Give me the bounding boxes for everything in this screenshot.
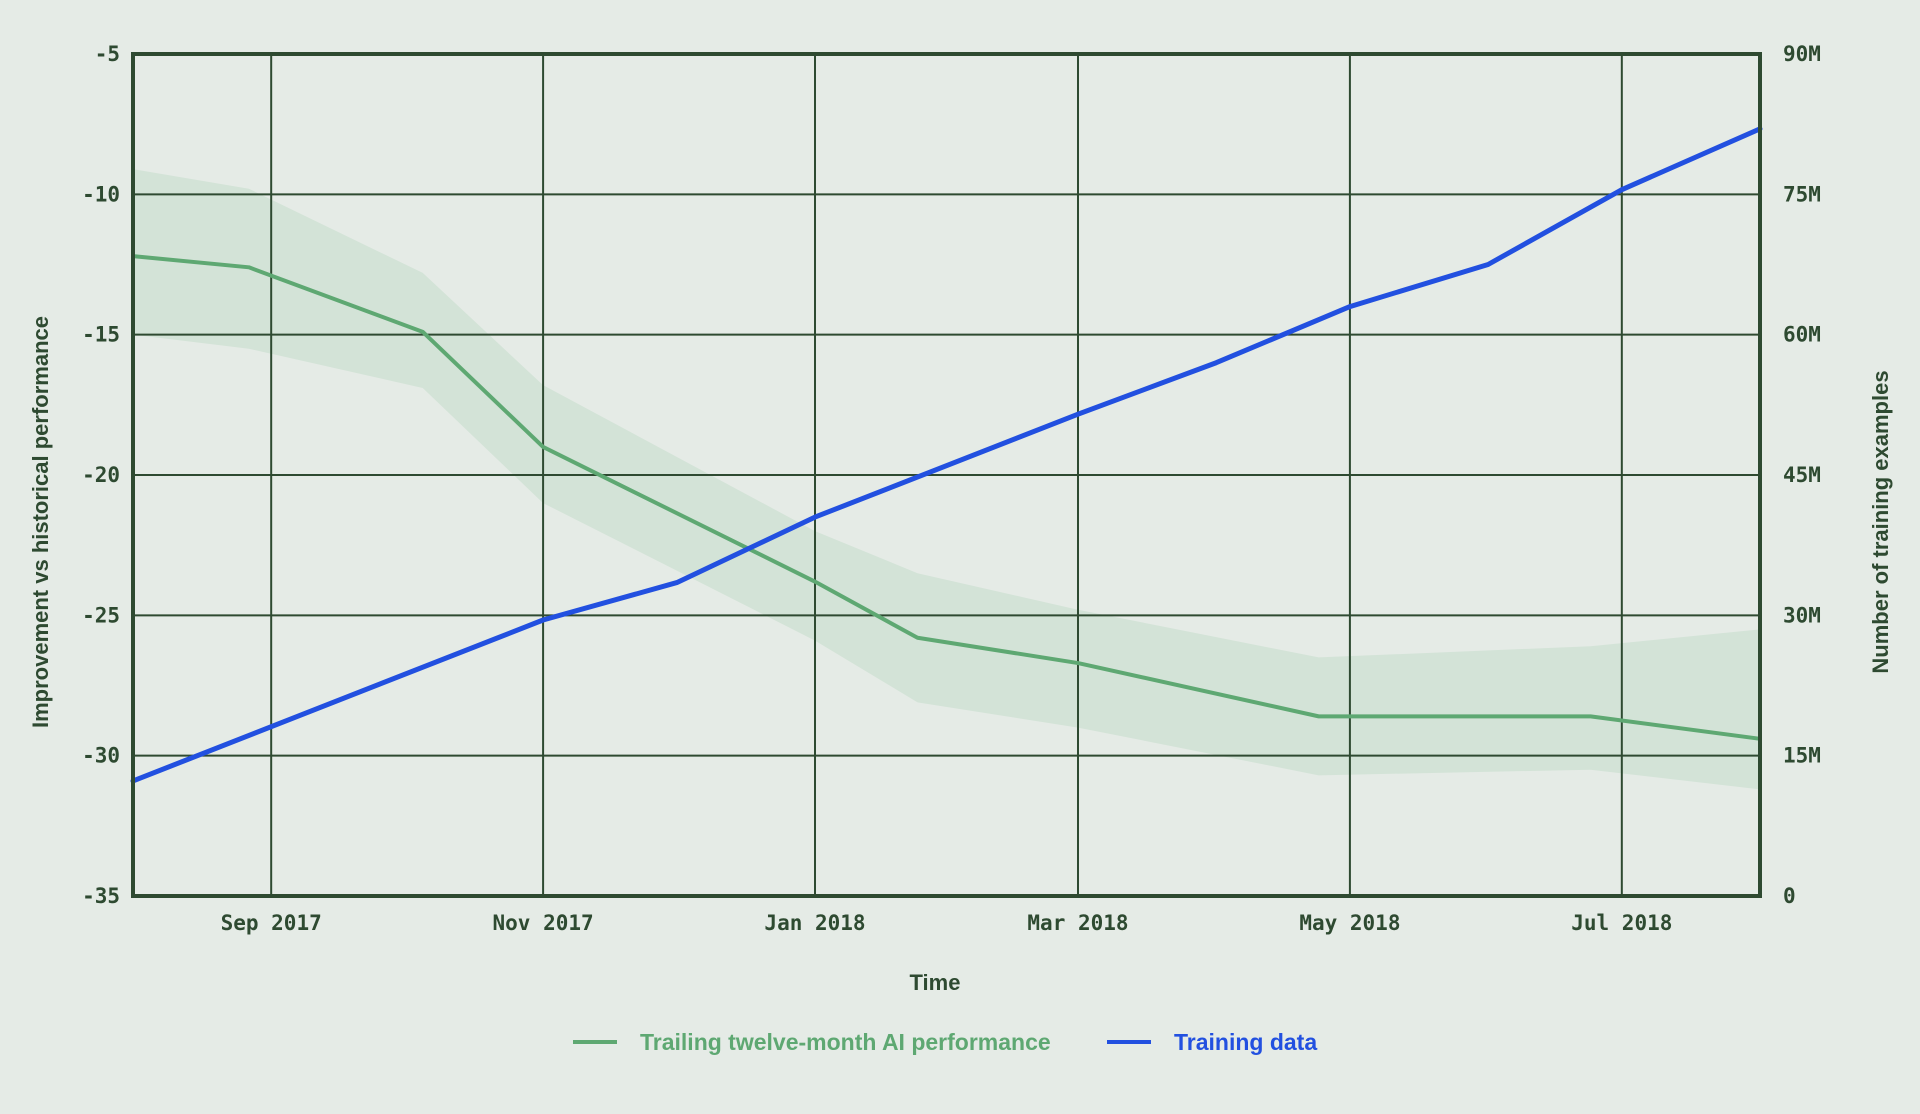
y-right-tick-label: 90M	[1783, 42, 1821, 66]
y-left-tick-label: -15	[82, 323, 120, 347]
x-tick-label: Jan 2018	[764, 911, 865, 935]
x-tick-label: Jul 2018	[1571, 911, 1672, 935]
y-left-tick-label: -5	[95, 42, 120, 66]
x-tick-label: May 2018	[1299, 911, 1400, 935]
legend-label-performance: Trailing twelve-month AI performance	[640, 1029, 1051, 1055]
legend-label-training: Training data	[1174, 1029, 1317, 1055]
y-right-tick-label: 15M	[1783, 744, 1821, 768]
x-tick-label: Mar 2018	[1027, 911, 1128, 935]
y-right-tick-label: 0	[1783, 884, 1796, 908]
ticks-layer: -5 -10 -15 -20 -25 -30 -35 90M 75M 60M 45M 30M 15M 0 S…	[82, 42, 1821, 935]
performance-confidence-band	[133, 169, 1760, 790]
performance-line	[131, 254, 1762, 741]
y-left-tick-label: -35	[82, 884, 120, 908]
plot-frame	[131, 52, 1762, 898]
x-tick-label: Nov 2017	[493, 911, 594, 935]
y-left-tick-label: -25	[82, 603, 120, 627]
grid-layer	[133, 53, 1760, 897]
y-left-axis-title: Improvement vs historical performance	[28, 316, 53, 728]
training-data-line	[130, 126, 1763, 784]
legend: Trailing twelve-month AI performance Tra…	[573, 1029, 1317, 1055]
y-right-axis-title: Number of training examples	[1868, 370, 1893, 673]
x-tick-label: Sep 2017	[221, 911, 322, 935]
series-layer	[130, 126, 1763, 784]
y-right-tick-label: 75M	[1783, 182, 1821, 206]
y-right-tick-label: 60M	[1783, 323, 1821, 347]
band-layer	[133, 169, 1760, 790]
y-right-tick-label: 45M	[1783, 463, 1821, 487]
x-axis-title: Time	[910, 970, 961, 995]
y-left-tick-label: -10	[82, 182, 120, 206]
y-left-tick-label: -20	[82, 463, 120, 487]
y-right-tick-label: 30M	[1783, 603, 1821, 627]
y-left-tick-label: -30	[82, 744, 120, 768]
